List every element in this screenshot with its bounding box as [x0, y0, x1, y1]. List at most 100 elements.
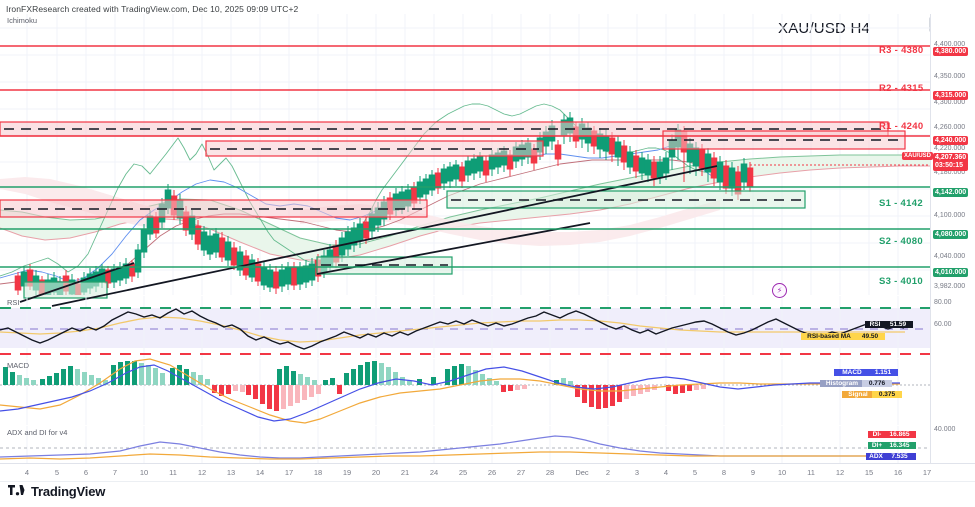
price-pane[interactable]: Ichimoku	[0, 14, 930, 307]
rsi-legend-name: RSI	[865, 321, 885, 328]
macd-line	[0, 364, 900, 422]
axis-tick: 4,100.000	[934, 212, 966, 219]
axis-tick: 4,220.000	[934, 145, 966, 152]
time-tick: 8	[721, 468, 727, 477]
adx-legend-name: ADX	[866, 453, 886, 460]
time-tick: 15	[864, 468, 874, 477]
price-symbol-tag: XAU/USD	[902, 152, 934, 160]
time-tick: 9	[750, 468, 756, 477]
time-tick: 17	[922, 468, 932, 477]
rsi-axis-tick-80: 80.00	[934, 299, 952, 306]
time-tick: 10	[777, 468, 787, 477]
rsi-axis-tick-60: 60.00	[934, 321, 952, 328]
time-tick: 24	[429, 468, 439, 477]
sr-label-r2: R2 - 4315	[879, 83, 924, 94]
adx-legend-value: 7.535	[883, 453, 916, 460]
time-tick: 4	[663, 468, 669, 477]
time-tick: 11	[807, 468, 815, 477]
signal-legend-name: Signal	[842, 391, 874, 398]
axis-tick: 4,300.000	[934, 99, 966, 106]
price-axis[interactable]: 4,400.000 4,350.000 4,300.000 4,260.000 …	[930, 14, 975, 463]
lightning-bolt-glyph: ⚡	[776, 285, 783, 295]
time-tick: Dec	[575, 468, 589, 477]
time-tick: 18	[313, 468, 323, 477]
zone-rectangles	[0, 121, 906, 299]
time-tick: 20	[371, 468, 381, 477]
adx-chart-canvas	[0, 426, 930, 463]
macd-legend-value: 1.151	[868, 369, 898, 376]
time-tick: 12	[835, 468, 845, 477]
di-plus-legend-name: DI+	[868, 442, 886, 449]
rsi-line	[0, 308, 905, 350]
current-price-countdown: 03:50:15	[935, 162, 964, 169]
time-tick: 21	[400, 468, 410, 477]
time-tick: 25	[458, 468, 468, 477]
trendline-1	[19, 262, 135, 303]
time-tick: 3	[634, 468, 640, 477]
signal-legend-value: 0.375	[872, 391, 902, 398]
sr-label-s1: S1 - 4142	[879, 198, 923, 209]
axis-tick: 3,982.000	[934, 283, 966, 290]
sr-label-r1: R1 - 4240	[879, 121, 924, 132]
time-tick: 2	[605, 468, 611, 477]
histogram-legend-name: Histogram	[820, 380, 864, 387]
rsi-ma-line	[0, 316, 905, 343]
axis-pill-r3: 4,380.000	[933, 47, 969, 56]
footer-divider	[0, 481, 975, 482]
time-tick: 16	[893, 468, 903, 477]
trendline-2	[51, 165, 718, 307]
support-resistance-lines	[0, 45, 930, 268]
axis-pill-r2: 4,315.000	[933, 91, 969, 100]
axis-pill-s1: 4,142.000	[933, 188, 969, 197]
macd-histogram	[3, 361, 706, 411]
di-minus-legend-name: DI-	[868, 431, 886, 438]
time-tick: 14	[255, 468, 265, 477]
rsi-legend-value: 51.59	[883, 321, 913, 328]
rsi-ma-legend-value: 49.50	[855, 333, 885, 340]
axis-tick: 4,180.000	[934, 169, 966, 176]
axis-pill-s2: 4,080.000	[933, 230, 969, 239]
di-plus-line	[0, 451, 900, 460]
rsi-ma-legend-name: RSI-based MA	[801, 333, 857, 340]
time-tick: 28	[545, 468, 555, 477]
time-tick: 11	[169, 468, 177, 477]
axis-pill-r1: 4,240.000	[933, 136, 969, 145]
rsi-pane[interactable]: RSI	[0, 296, 930, 358]
time-tick: 19	[342, 468, 352, 477]
time-tick: 17	[284, 468, 294, 477]
price-chart-canvas	[0, 14, 930, 307]
macd-pane[interactable]: MACD	[0, 358, 930, 425]
axis-tick: 4,400.000	[934, 41, 966, 48]
tradingview-branding: TradingView	[8, 484, 105, 499]
lightning-bolt-icon[interactable]: ⚡	[772, 283, 787, 298]
current-price-pill: 4,207.360 03:50:15	[933, 153, 969, 171]
time-tick: 10	[139, 468, 149, 477]
current-price-value: 4,207.360	[935, 154, 967, 161]
axis-tick: 4,040.000	[934, 253, 966, 260]
macd-signal-line	[0, 358, 900, 424]
adx-pane[interactable]: ADX and DI for v4	[0, 426, 930, 463]
time-tick: 27	[516, 468, 526, 477]
adx-axis-tick-40: 40.000	[934, 426, 956, 433]
axis-tick: 4,260.000	[934, 124, 966, 131]
axis-tick: 4,350.000	[934, 73, 966, 80]
time-tick: 12	[197, 468, 207, 477]
tradingview-logo-icon	[8, 485, 26, 496]
trendline-3	[316, 222, 591, 275]
sr-label-r3: R3 - 4380	[879, 45, 924, 56]
sr-label-s2: S2 - 4080	[879, 236, 923, 247]
time-tick: 4	[24, 468, 30, 477]
time-tick: 26	[487, 468, 497, 477]
sr-label-s3: S3 - 4010	[879, 276, 923, 287]
rsi-chart-canvas	[0, 296, 930, 358]
di-plus-legend-value: 16.345	[883, 442, 916, 449]
time-axis[interactable]: 4 5 6 7 10 11 12 13 14 17 18 19 20 21 24…	[0, 463, 975, 482]
macd-legend-name: MACD	[834, 369, 870, 376]
macd-chart-canvas	[0, 358, 930, 425]
time-tick: 13	[226, 468, 236, 477]
tradingview-brand-text: TradingView	[31, 484, 106, 499]
histogram-legend-value: 0.776	[862, 380, 892, 387]
trendlines	[19, 165, 718, 307]
time-tick: 5	[54, 468, 60, 477]
